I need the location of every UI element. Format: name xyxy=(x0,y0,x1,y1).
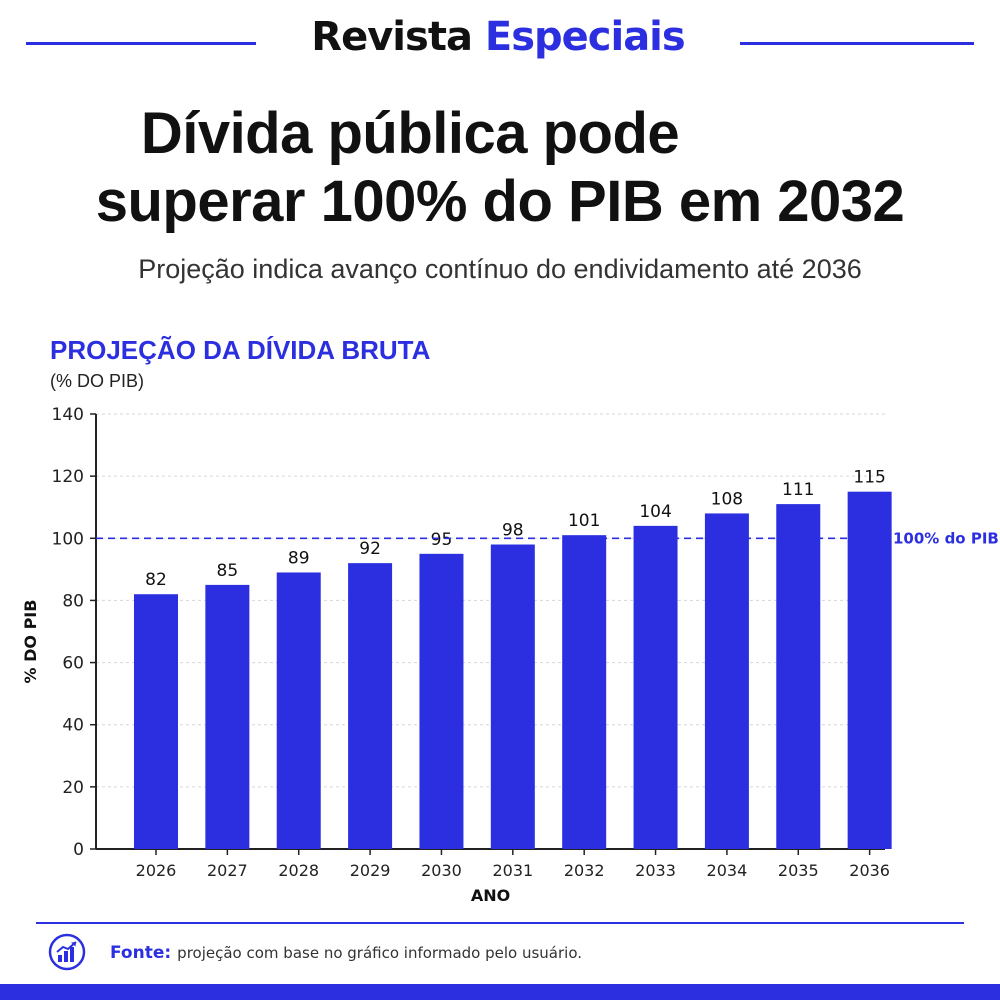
x-tick-label: 2032 xyxy=(564,861,605,880)
x-tick-label: 2028 xyxy=(278,861,319,880)
chart-growth-icon xyxy=(48,933,86,971)
bar xyxy=(419,553,464,849)
data-label: 92 xyxy=(359,539,381,559)
y-tick-label: 60 xyxy=(62,654,84,674)
x-tick-label: 2030 xyxy=(421,861,462,880)
footer-divider xyxy=(36,922,964,924)
y-tick-label: 40 xyxy=(62,716,84,736)
x-axis-title: ANO xyxy=(471,886,510,905)
brand-name-part1: Revista xyxy=(311,14,473,60)
data-label: 89 xyxy=(288,548,310,568)
data-label: 98 xyxy=(502,521,524,541)
brand-divider-right xyxy=(740,42,974,45)
bar xyxy=(490,544,535,849)
y-tick-label: 140 xyxy=(52,405,84,425)
data-label: 101 xyxy=(568,511,600,531)
bar xyxy=(562,535,607,849)
bar xyxy=(276,572,321,849)
bar xyxy=(704,513,749,849)
y-tick-label: 120 xyxy=(52,467,84,487)
data-label: 104 xyxy=(639,502,671,522)
footer-source-label: Fonte: xyxy=(110,943,172,963)
bar xyxy=(847,491,892,849)
y-axis-title: % DO PIB xyxy=(21,600,40,684)
y-tick-label: 20 xyxy=(62,778,84,798)
x-tick-label: 2027 xyxy=(207,861,248,880)
x-tick-label: 2035 xyxy=(778,861,819,880)
data-label: 111 xyxy=(782,480,814,500)
bar xyxy=(348,563,393,849)
bar xyxy=(633,525,678,849)
footer-source-text: projeção com base no gráfico informado p… xyxy=(177,944,582,962)
x-tick-label: 2034 xyxy=(707,861,748,880)
brand-divider-left xyxy=(26,42,256,45)
brand-name-part2: Especiais xyxy=(484,14,686,60)
bar-chart: 0 20 40 60 80 100 120 140 82 2026 85 2027 89 2028 92 20… xyxy=(21,405,999,905)
data-label: 85 xyxy=(217,561,239,581)
chart-title: PROJEÇÃO DA DÍVIDA BRUTA xyxy=(50,335,431,365)
x-tick-label: 2036 xyxy=(849,861,890,880)
data-label: 108 xyxy=(711,489,743,509)
subheadline: Projeção indica avanço contínuo do endiv… xyxy=(138,254,862,284)
bar xyxy=(134,594,178,849)
x-tick-label: 2026 xyxy=(136,861,177,880)
headline-line2: superar 100% do PIB em 2032 xyxy=(95,169,905,234)
bar xyxy=(205,584,250,849)
bar xyxy=(776,504,821,849)
footer-source: Fonte: projeção com base no gráfico infor… xyxy=(110,943,582,963)
reference-line-label: 100% do PIB xyxy=(893,529,999,547)
brand-logo: Revista Especiais xyxy=(256,14,740,60)
headline: Dívida pública pode superar 100% do PIB … xyxy=(0,100,1000,236)
data-label: 115 xyxy=(853,468,885,488)
bottom-accent-bar xyxy=(0,984,1000,1000)
x-tick-label: 2033 xyxy=(635,861,676,880)
y-tick-label: 80 xyxy=(62,591,84,611)
chart-subtitle: (% DO PIB) xyxy=(50,371,145,391)
headline-line1: Dívida pública pode xyxy=(140,101,680,166)
x-tick-label: 2031 xyxy=(492,861,533,880)
y-tick-label: 0 xyxy=(73,840,84,860)
y-tick-label: 100 xyxy=(52,529,84,549)
brand-header: Revista Especiais xyxy=(0,14,1000,74)
x-tick-label: 2029 xyxy=(350,861,391,880)
data-label: 95 xyxy=(431,530,453,550)
data-label: 82 xyxy=(145,570,167,590)
